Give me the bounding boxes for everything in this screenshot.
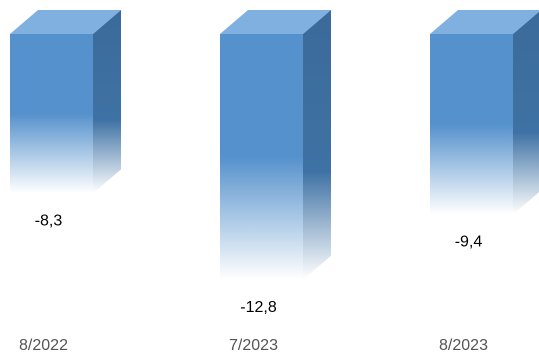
category-label-2: 7/2023: [229, 337, 278, 354]
bar-1: [10, 10, 121, 194]
bar-top-face: [220, 10, 331, 34]
data-label-2: -12,8: [240, 299, 277, 316]
category-label-3: 8/2023: [439, 337, 488, 354]
bar-top-face: [10, 10, 121, 34]
bar-top-face: [430, 10, 539, 34]
bar-2: [220, 10, 331, 280]
bar-3: [430, 10, 539, 215]
bar-front-face: [430, 34, 513, 215]
category-label-1: 8/2022: [19, 337, 68, 354]
data-label-1: -8,3: [35, 212, 63, 229]
data-label-3: -9,4: [455, 233, 483, 250]
bar-side-face: [303, 10, 331, 280]
bar-front-face: [220, 34, 303, 280]
bar-side-face: [513, 11, 539, 215]
bar-side-face: [93, 10, 121, 194]
bar-front-face: [10, 34, 93, 194]
